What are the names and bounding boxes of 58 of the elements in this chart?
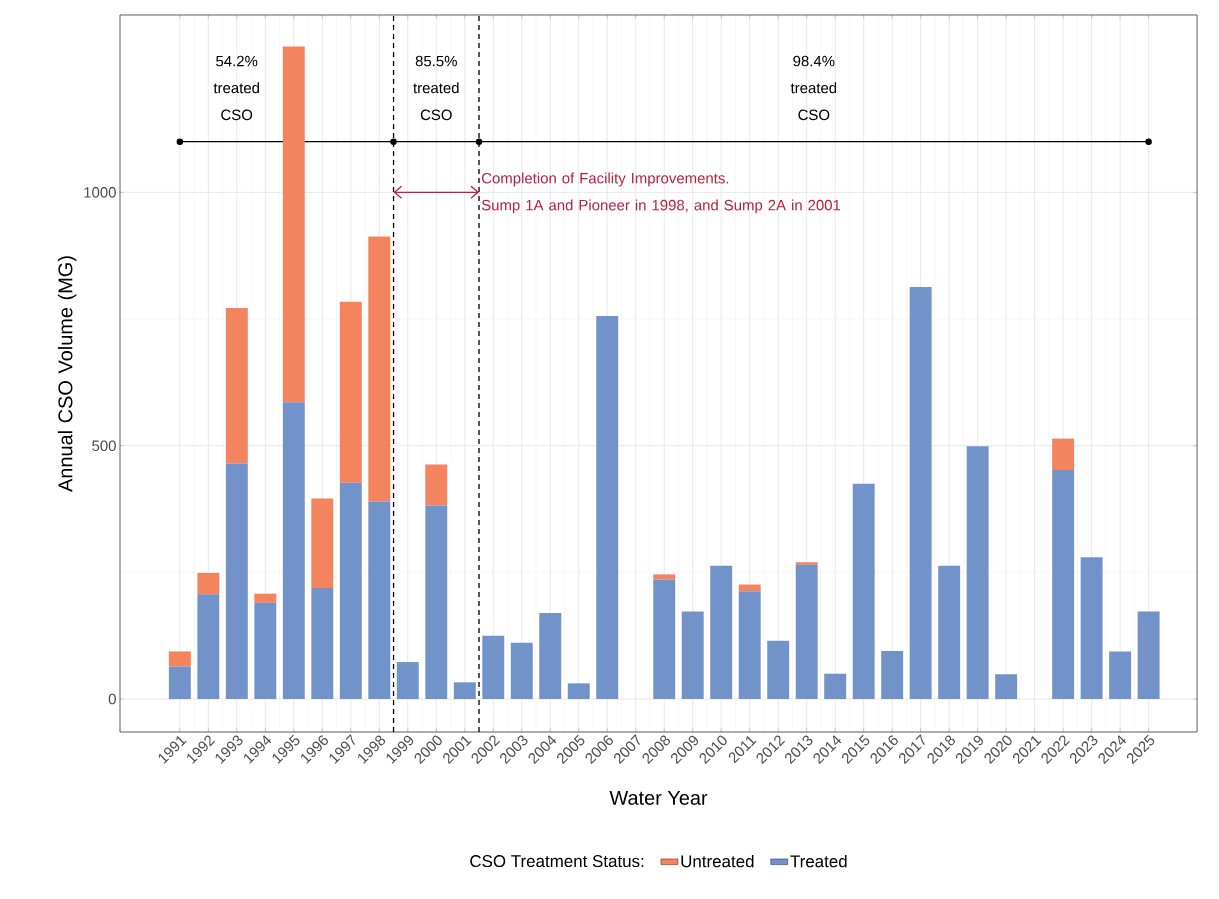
bar [767,640,790,700]
bar [738,591,761,700]
annotation: 54.2% treated CSO [213,55,259,121]
bar [653,579,676,700]
bar [225,307,248,464]
bar [368,501,391,700]
bar [225,463,248,700]
bar [197,572,220,595]
bar [795,562,818,565]
bar [995,674,1018,700]
bar [596,315,619,700]
legend-title: CSO Treatment Status: [470,855,644,868]
bar [1052,470,1075,700]
bar [653,574,676,580]
bar [938,565,961,700]
y-tick-label: 0 [108,693,116,705]
bar [824,673,847,700]
bar [197,594,220,700]
bar [539,612,562,700]
bar [453,682,476,700]
bar [681,611,704,700]
bar [339,301,362,483]
bar [1137,611,1160,700]
legend-label: Untreated [681,854,754,868]
bar [567,683,590,700]
annotation: 85.5% treated CSO [413,55,459,121]
bar [852,483,875,700]
bar [510,642,533,700]
bar [368,236,391,502]
bar [282,46,305,403]
y-tick-label: 500 [92,440,116,451]
bar [795,564,818,700]
bar [1109,651,1132,700]
legend-label: Treated [790,854,847,868]
bar [738,584,761,592]
bar [482,635,505,700]
annotation: Completion of Facility Improvements. Sump 1A and Pioneer in 1998, and Sump 2A in 2001 [481,172,841,214]
y-tick-label: 1000 [84,187,116,198]
bar [282,402,305,700]
bar [339,482,362,700]
annotation: 98.4% treated CSO [790,55,837,121]
bar [425,464,448,506]
bar [1052,438,1075,471]
y-axis-title: Annual CSO Volume (MG) [57,256,77,492]
bar [254,602,277,700]
bar [396,662,419,700]
bar [311,588,334,700]
bar [909,287,932,700]
bar [311,498,334,589]
x-axis-title: Water Year [609,791,708,805]
bar [881,650,904,700]
bar [168,651,191,667]
bar [425,505,448,700]
bar [966,446,989,700]
bar [710,565,733,700]
bar [1080,557,1103,700]
bar [168,666,191,700]
bar [254,593,277,603]
